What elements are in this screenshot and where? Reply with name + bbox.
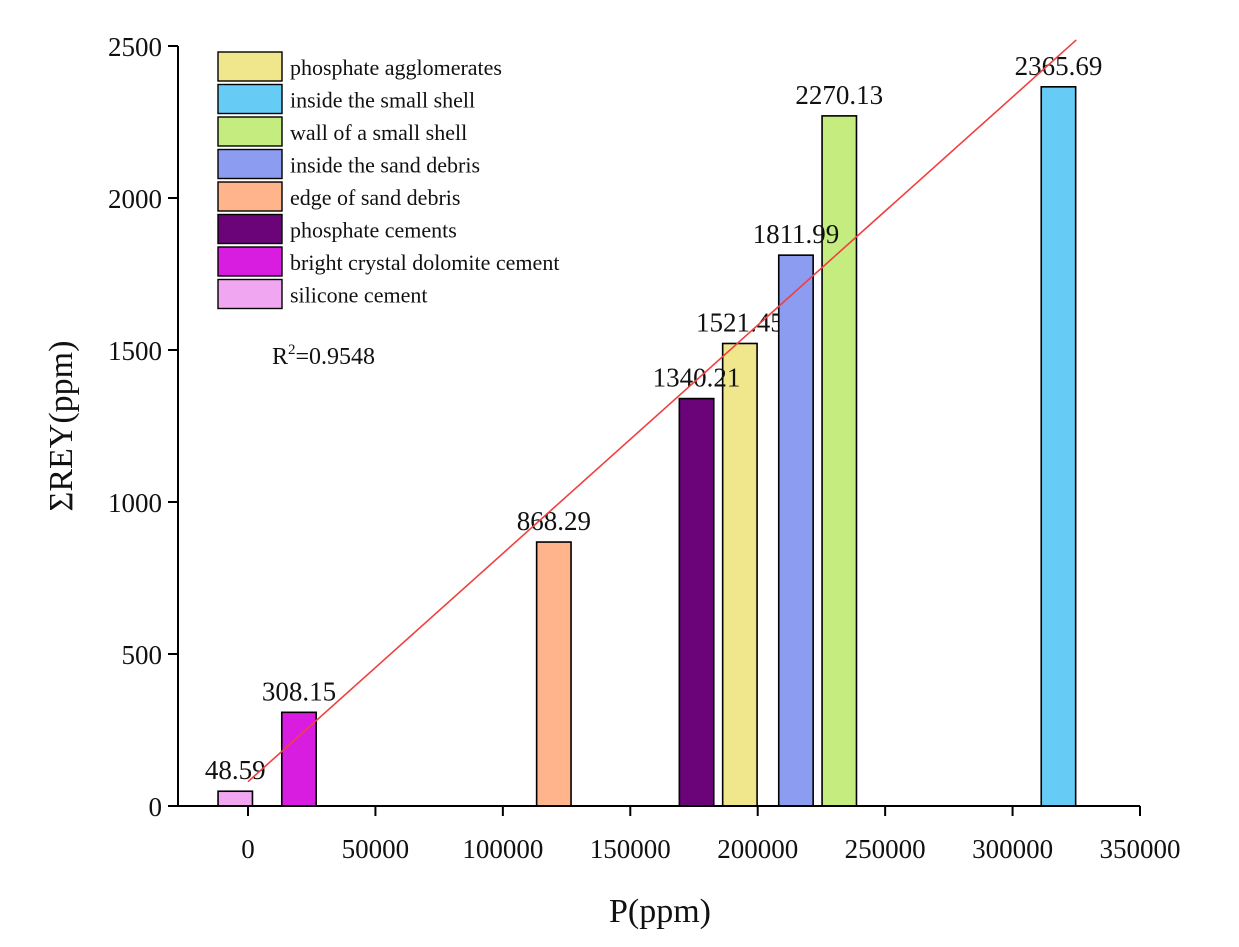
legend-swatch-edge-of-sand-debris xyxy=(217,181,283,212)
x-tick-label: 0 xyxy=(241,834,255,864)
bar-phosphate-agglomerates xyxy=(721,342,758,807)
legend-label-inside-the-small-shell: inside the small shell xyxy=(290,88,475,113)
x-axis-title: P(ppm) xyxy=(609,893,711,930)
x-tick-label: 250000 xyxy=(845,834,926,864)
x-tick-label: 100000 xyxy=(462,834,543,864)
bar-wall-of-a-small-shell xyxy=(821,115,858,807)
legend-label-edge-of-sand-debris: edge of sand debris xyxy=(290,185,460,210)
y-tick-label: 0 xyxy=(149,792,163,822)
r-squared-annotation: R2=0.9548 xyxy=(272,342,375,370)
bar-inside-the-sand-debris xyxy=(777,254,814,807)
legend-swatch-inside-the-small-shell xyxy=(217,83,283,115)
x-ticks: 0 50000 100000 150000 200000 250000 300000 3500… xyxy=(241,806,1181,864)
x-tick-label: 300000 xyxy=(972,834,1053,864)
y-tick-label: 500 xyxy=(122,640,163,670)
x-tick-label: 350000 xyxy=(1100,834,1181,864)
trend-line xyxy=(247,39,1077,783)
bar-edge-of-sand-debris xyxy=(535,541,572,807)
legend-swatch-bright-crystal-dolomite-cement xyxy=(217,246,283,277)
legend-swatch-phosphate-cements xyxy=(217,213,283,245)
bar-inside-the-small-shell xyxy=(1040,86,1077,807)
y-tick-label: 2000 xyxy=(108,184,162,214)
legend-swatch-inside-the-sand-debris xyxy=(217,148,283,180)
plot-area: 1521.452365.692270.131811.99868.291340.2… xyxy=(205,39,1102,807)
legend-label-silicone-cement: silicone cement xyxy=(290,283,427,308)
legend-swatch-silicone-cement xyxy=(217,278,283,310)
bar-bright-crystal-dolomite-cement xyxy=(280,711,317,807)
legend-label-inside-the-sand-debris: inside the sand debris xyxy=(290,153,480,178)
y-ticks: 0 500 1000 1500 2000 2500 xyxy=(108,32,178,822)
legend-swatch-wall-of-a-small-shell xyxy=(217,116,283,147)
legend-label-phosphate-agglomerates: phosphate agglomerates xyxy=(290,55,502,80)
bar-phosphate-cements xyxy=(678,397,715,807)
data-label-phosphate-cements: 1340.21 xyxy=(653,363,741,393)
x-tick-label: 200000 xyxy=(717,834,798,864)
r-squared-superscript: 2 xyxy=(288,342,296,358)
y-tick-label: 1000 xyxy=(108,488,162,518)
data-label-inside-the-sand-debris: 1811.99 xyxy=(753,219,840,249)
y-tick-label: 2500 xyxy=(108,32,162,62)
y-tick-label: 1500 xyxy=(108,336,162,366)
x-tick-label: 150000 xyxy=(590,834,671,864)
legend-label-bright-crystal-dolomite-cement: bright crystal dolomite cement xyxy=(290,250,559,275)
data-label-silicone-cement: 48.59 xyxy=(205,755,266,785)
bar-silicone-cement xyxy=(217,790,254,807)
legend-label-wall-of-a-small-shell: wall of a small shell xyxy=(290,120,467,145)
data-label-wall-of-a-small-shell: 2270.13 xyxy=(795,80,883,110)
data-label-edge-of-sand-debris: 868.29 xyxy=(517,506,591,536)
data-label-phosphate-agglomerates: 1521.45 xyxy=(696,307,784,337)
legend-label-phosphate-cements: phosphate cements xyxy=(290,218,457,243)
axes xyxy=(177,46,1140,807)
data-label-bright-crystal-dolomite-cement: 308.15 xyxy=(262,676,336,706)
x-tick-label: 50000 xyxy=(342,834,410,864)
y-axis-title: ΣREY(ppm) xyxy=(43,341,80,512)
legend: phosphate agglomerates inside the small s… xyxy=(217,51,559,310)
legend-swatch-phosphate-agglomerates xyxy=(217,51,283,82)
